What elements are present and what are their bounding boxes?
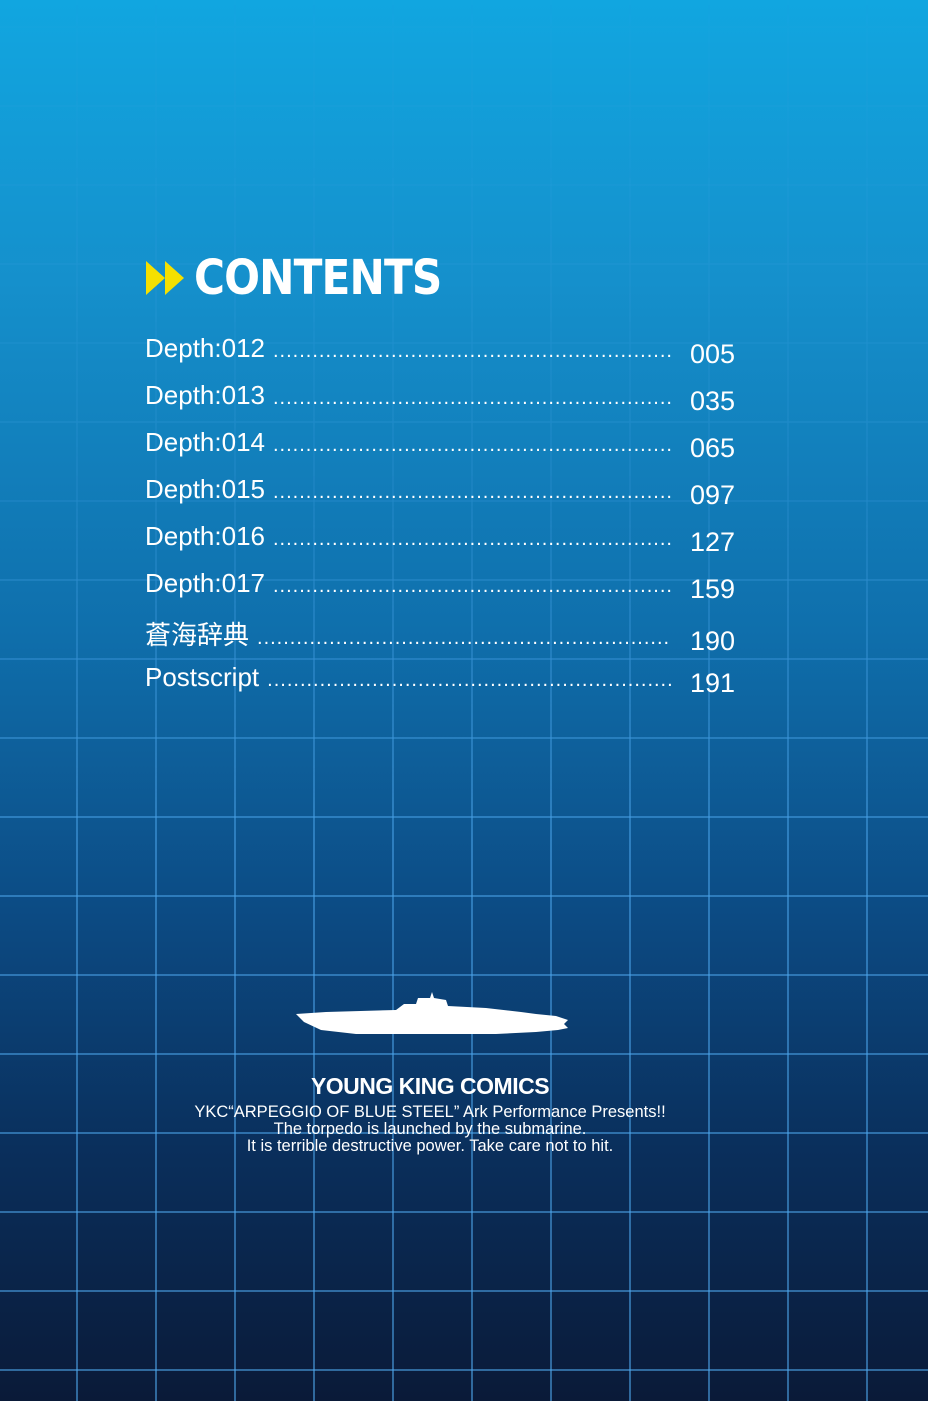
footer-line: YKC“ARPEGGIO OF BLUE STEEL” Ark Performa… [194, 1103, 666, 1121]
toc-entry[interactable]: 蒼海辞典 190 [145, 615, 735, 662]
table-of-contents: Depth:012 005 Depth:013 035 Depth:014 065 D… [145, 333, 735, 709]
entry-label: Depth:017 [145, 568, 265, 598]
leader-dots [267, 669, 671, 692]
leader-dots [273, 481, 671, 504]
entry-label: 蒼海辞典 [145, 620, 250, 650]
leader-dots [273, 575, 671, 598]
toc-entry[interactable]: Depth:016 127 [145, 521, 735, 568]
toc-entry[interactable]: Depth:014 065 [145, 427, 735, 474]
toc-entry[interactable]: Depth:015 097 [145, 474, 735, 521]
contents-heading: CONTENTS [146, 250, 475, 306]
entry-label: Depth:012 [145, 333, 265, 363]
entry-label: Depth:015 [145, 474, 265, 504]
double-arrow-icon [146, 261, 184, 295]
publisher-brand: YOUNG KING COMICS [310, 1073, 550, 1099]
leader-dots [257, 627, 671, 650]
heading-text: CONTENTS [194, 250, 442, 306]
entry-page: 159 [689, 574, 735, 604]
leader-dots [273, 528, 671, 551]
entry-page: 065 [689, 433, 735, 463]
entry-page: 005 [689, 339, 735, 369]
footer-line: It is terrible destructive power. Take c… [246, 1137, 614, 1155]
submarine-silhouette-icon [296, 992, 568, 1034]
footer: YOUNG KING COMICS YKC“ARPEGGIO OF BLUE S… [0, 1073, 860, 1155]
toc-entry[interactable]: Postscript 191 [145, 662, 735, 709]
entry-label: Depth:014 [145, 427, 265, 457]
footer-line: The torpedo is launched by the submarine… [273, 1120, 587, 1138]
leader-dots [273, 340, 671, 363]
toc-entry[interactable]: Depth:013 035 [145, 380, 735, 427]
leader-dots [273, 387, 671, 410]
entry-page: 190 [689, 626, 735, 656]
entry-page: 191 [689, 668, 735, 698]
entry-page: 035 [689, 386, 735, 416]
entry-label: Depth:016 [145, 521, 265, 551]
entry-label: Postscript [145, 662, 260, 692]
leader-dots [273, 434, 671, 457]
toc-entry[interactable]: Depth:017 159 [145, 568, 735, 615]
entry-page: 097 [689, 480, 735, 510]
entry-page: 127 [689, 527, 735, 557]
entry-label: Depth:013 [145, 380, 265, 410]
toc-entry[interactable]: Depth:012 005 [145, 333, 735, 380]
